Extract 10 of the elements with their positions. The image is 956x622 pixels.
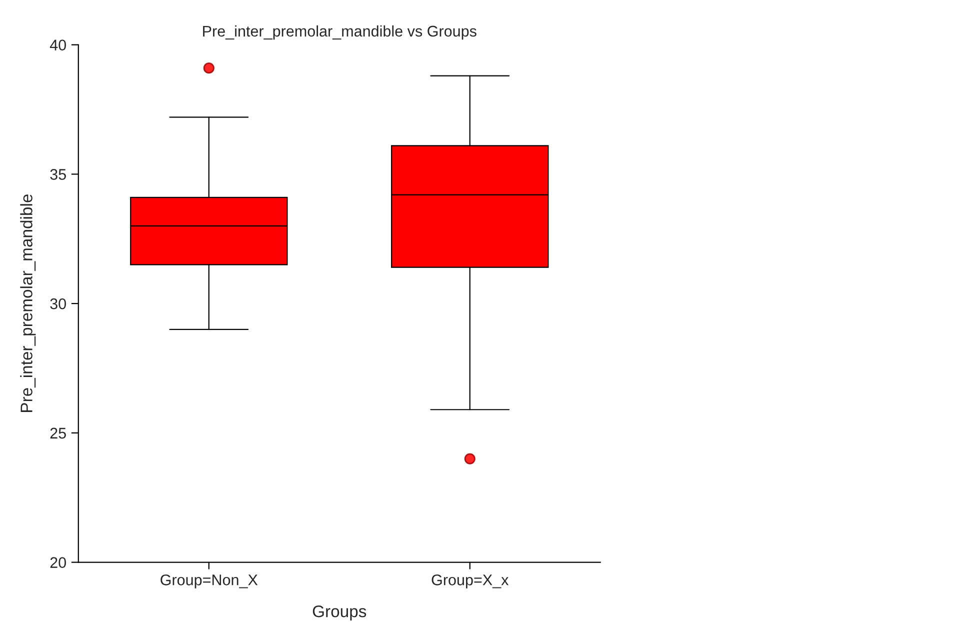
x-tick-label: Group=X_x	[432, 574, 509, 588]
y-tick-label: 20	[50, 557, 66, 568]
y-axis-title: Pre_inter_premolar_mandible	[20, 194, 36, 412]
y-tick-label: 25	[50, 428, 66, 439]
y-tick-label: 40	[50, 40, 66, 50]
y-tick-label: 30	[50, 298, 66, 310]
chart-title: Pre_inter_premolar_mandible vs Groups	[203, 25, 476, 40]
y-tick-label: 35	[50, 169, 66, 180]
x-axis-title: Groups	[312, 605, 366, 621]
x-tick-label: Group=Non_X	[160, 574, 258, 588]
